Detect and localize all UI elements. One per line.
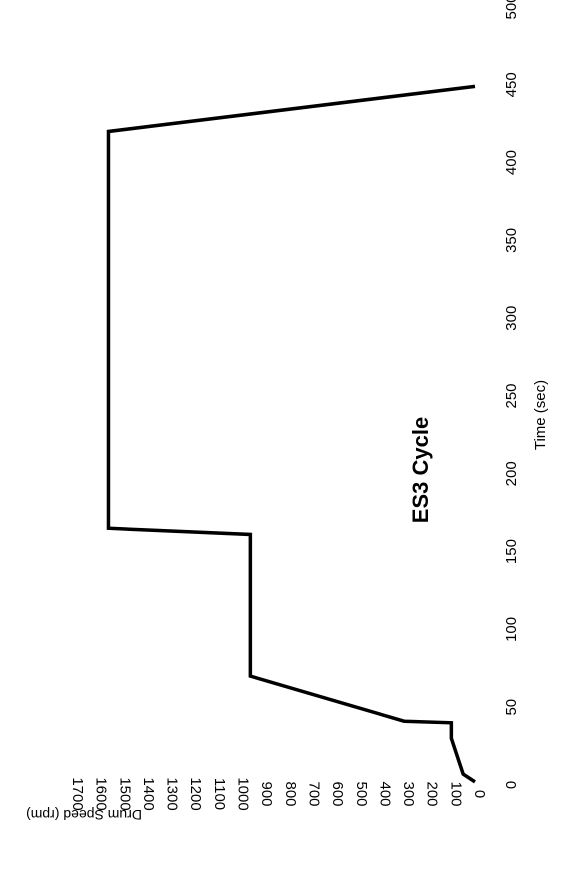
y-axis-ticks: 0 100 200 300 400 500 600 700 800 900 1000 1100 1200… xyxy=(69,777,488,810)
x-axis-ticks: 0 50 100 150 200 250 300 350 400 450 500 xyxy=(503,0,520,789)
x-tick-label: 200 xyxy=(503,461,520,486)
x-tick-label: 350 xyxy=(503,228,520,253)
y-tick-label: 600 xyxy=(329,781,346,806)
y-tick-label: 0 xyxy=(471,790,488,798)
y-tick-label: 800 xyxy=(282,781,299,806)
y-tick-label: 1500 xyxy=(116,777,133,810)
y-tick-label: 100 xyxy=(447,781,464,806)
x-axis-title: Time (sec) xyxy=(532,380,549,450)
y-axis-title: Drum Speed (rpm) xyxy=(26,807,142,823)
y-tick-label: 300 xyxy=(400,781,417,806)
series-line xyxy=(106,84,476,784)
y-tick-label: 1000 xyxy=(235,777,252,810)
y-tick-label: 700 xyxy=(305,781,322,806)
y-tick-label: 1200 xyxy=(187,777,204,810)
y-tick-label: 1100 xyxy=(211,778,228,810)
y-tick-label: 1300 xyxy=(164,777,181,810)
y-tick-label: 200 xyxy=(424,781,441,806)
y-tick-label: 1400 xyxy=(140,777,157,810)
x-tick-label: 150 xyxy=(503,539,520,564)
x-tick-label: 400 xyxy=(503,150,520,175)
y-tick-label: 1600 xyxy=(93,777,110,810)
y-tick-label: 400 xyxy=(376,781,393,806)
x-tick-label: 300 xyxy=(503,306,520,331)
x-tick-label: 450 xyxy=(503,72,520,97)
x-tick-label: 500 xyxy=(503,0,520,20)
x-tick-label: 250 xyxy=(503,383,520,408)
x-tick-label: 50 xyxy=(503,699,520,716)
chart-title: ES3 Cycle xyxy=(408,417,433,523)
y-tick-label: 1700 xyxy=(69,777,86,810)
x-tick-label: 100 xyxy=(503,617,520,642)
x-tick-label: 0 xyxy=(503,781,520,789)
y-tick-label: 500 xyxy=(353,781,370,806)
y-tick-label: 900 xyxy=(258,781,275,806)
series-layer xyxy=(106,84,476,784)
